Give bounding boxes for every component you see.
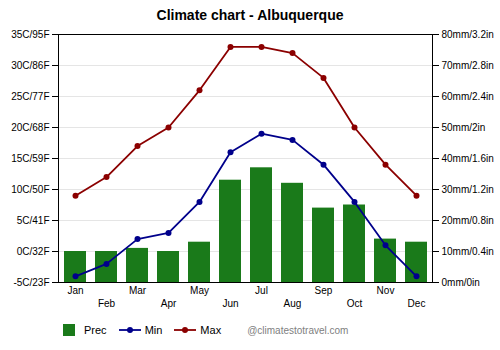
svg-text:Feb: Feb [98, 298, 116, 309]
svg-text:15C/59F: 15C/59F [11, 153, 49, 164]
svg-text:0mm/0in: 0mm/0in [442, 277, 480, 288]
svg-text:-5C/23F: -5C/23F [13, 277, 49, 288]
svg-text:0C/32F: 0C/32F [17, 246, 50, 257]
svg-text:20mm/0.8in: 20mm/0.8in [442, 215, 494, 226]
svg-text:30mm/1.2in: 30mm/1.2in [442, 184, 494, 195]
svg-text:5C/41F: 5C/41F [17, 215, 50, 226]
svg-text:70mm/2.8in: 70mm/2.8in [442, 60, 494, 71]
svg-text:10mm/0.4in: 10mm/0.4in [442, 246, 494, 257]
svg-text:Nov: Nov [377, 285, 395, 296]
svg-text:10C/50F: 10C/50F [11, 184, 49, 195]
svg-text:Aug: Aug [284, 298, 302, 309]
svg-text:50mm/2in: 50mm/2in [442, 122, 486, 133]
svg-text:Mar: Mar [129, 285, 147, 296]
svg-text:35C/95F: 35C/95F [11, 29, 49, 40]
svg-text:May: May [190, 285, 209, 296]
svg-text:Dec: Dec [408, 298, 426, 309]
svg-text:40mm/1.6in: 40mm/1.6in [442, 153, 494, 164]
svg-text:80mm/3.2in: 80mm/3.2in [442, 29, 494, 40]
html-text:Min: Min [144, 324, 163, 336]
svg-text:Sep: Sep [315, 285, 333, 296]
svg-text:20C/68F: 20C/68F [11, 122, 49, 133]
svg-text:Jul: Jul [255, 285, 268, 296]
svg-text:25C/77F: 25C/77F [11, 91, 49, 102]
svg-text:Apr: Apr [161, 298, 177, 309]
svg-text:Jan: Jan [67, 285, 83, 296]
html-text:@climatestotravel.com: @climatestotravel.com [247, 324, 349, 336]
svg-text:Oct: Oct [347, 298, 363, 309]
svg-text:Jun: Jun [222, 298, 238, 309]
svg-text:30C/86F: 30C/86F [11, 60, 49, 71]
html-text:Prec: Prec [84, 324, 107, 336]
svg-text:60mm/2.4in: 60mm/2.4in [442, 91, 494, 102]
html-text:Climate chart - Albuquerque: Climate chart - Albuquerque [156, 7, 344, 23]
html-text:Max: Max [200, 324, 222, 336]
